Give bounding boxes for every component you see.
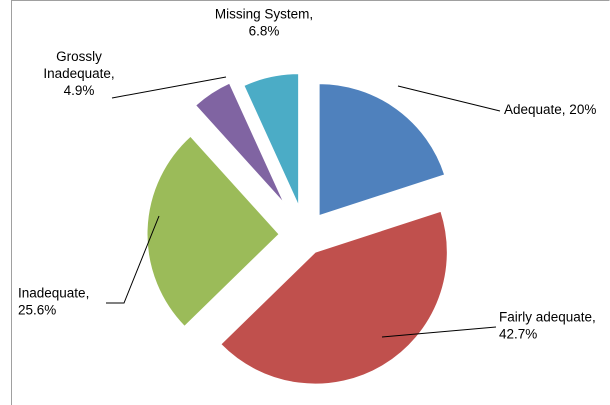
data-label-line: Inadequate, xyxy=(18,286,89,301)
data-label-line: 4.9% xyxy=(64,83,95,98)
leader-line-fairly-adequate xyxy=(381,326,497,338)
data-label-missing-system: Missing System, 6.8% xyxy=(215,7,313,39)
data-label-line: Missing System, xyxy=(215,7,313,22)
data-label-line: Grossly xyxy=(56,49,102,64)
leader-line-grossly-inadequate xyxy=(111,76,227,99)
leader-line-adequate xyxy=(397,85,501,112)
data-label-grossly-inadequate: Grossly Inadequate, 4.9% xyxy=(43,49,114,98)
data-label-line: 25.6% xyxy=(18,303,56,318)
data-label-line: 6.8% xyxy=(249,24,280,39)
leader-lines xyxy=(106,76,501,338)
data-label-line: 42.7% xyxy=(499,327,537,342)
pie-slices xyxy=(146,73,448,385)
data-label-inadequate: Inadequate, 25.6% xyxy=(18,286,89,318)
data-label-line: Fairly adequate, xyxy=(499,310,596,325)
data-label-line: Adequate, 20% xyxy=(504,102,596,117)
data-label-fairly-adequate: Fairly adequate, 42.7% xyxy=(499,310,596,342)
data-labels: Adequate, 20% Fairly adequate, 42.7% Inadeq… xyxy=(18,7,596,342)
pie-slice-fairly-adequate xyxy=(220,210,448,385)
leader-line-inadequate xyxy=(106,215,160,304)
chart-border xyxy=(11,0,610,405)
pie-slice-adequate xyxy=(318,83,446,217)
pie-slice-grossly-inadequate xyxy=(194,82,285,204)
data-label-adequate: Adequate, 20% xyxy=(504,102,596,117)
data-label-line: Inadequate, xyxy=(43,66,114,81)
pie-slice-inadequate xyxy=(146,135,280,328)
pie-slice-missing-system xyxy=(243,73,300,206)
